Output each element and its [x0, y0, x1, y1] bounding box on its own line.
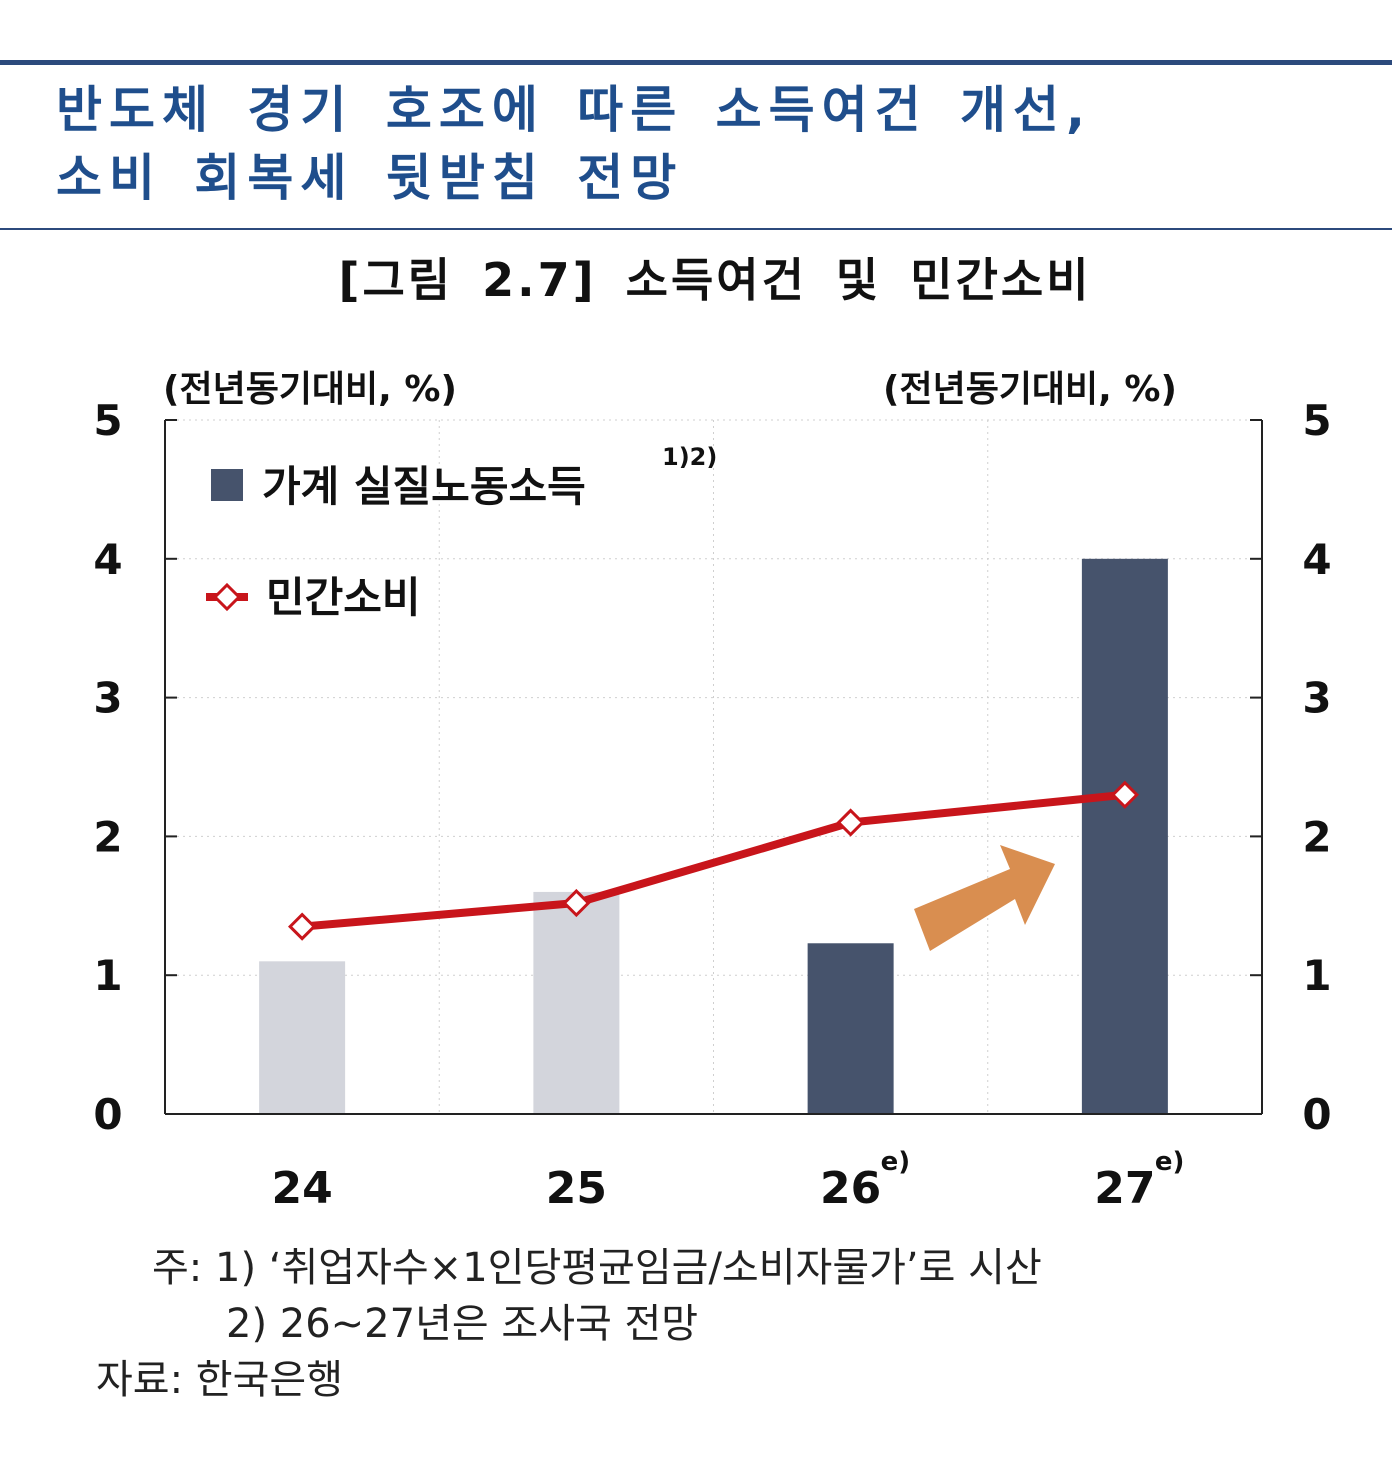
left-tick-label: 3 [93, 674, 122, 723]
left-tick-label: 0 [93, 1090, 122, 1139]
legend-bar-label: 가계 실질노동소득 [262, 462, 586, 511]
x-tick-label-24: 24 [272, 1163, 333, 1214]
legend-line-label: 민간소비 [266, 573, 421, 622]
right-tick-label: 0 [1302, 1090, 1331, 1139]
note-1: 주: 1) ‘취업자수×1인당평균임금/소비자물가’로 시산 [152, 1245, 1042, 1291]
left-tick-label: 1 [93, 951, 122, 1000]
left-tick-label: 4 [93, 535, 122, 584]
x-tick-label-26: 26 [820, 1163, 881, 1214]
consumption-point-26 [836, 808, 865, 837]
right-tick-label: 2 [1302, 812, 1331, 861]
source-note: 자료: 한국은행 [96, 1357, 343, 1403]
consumption-line [301, 790, 1126, 931]
consumption-point-24 [288, 912, 317, 941]
legend-bar-superscript: 1)2) [662, 443, 717, 471]
consumption-point-25 [562, 888, 591, 918]
x-tick-label-25: 25 [546, 1163, 607, 1214]
left-tick-label: 5 [93, 396, 122, 445]
bar-24 [259, 961, 346, 1114]
bottom-rule [0, 228, 1392, 230]
left-tick-label: 2 [93, 812, 122, 861]
x-tick-superscript-26: e) [881, 1147, 911, 1177]
top-rule [0, 60, 1392, 65]
right-tick-label: 1 [1302, 951, 1331, 1000]
bar-25 [533, 891, 620, 1114]
right-tick-label: 5 [1302, 396, 1331, 445]
headline: 반도체 경기 호조에 따른 소득여건 개선, 소비 회복세 뒷받침 전망 [56, 76, 1376, 212]
consumption-point-27 [1110, 780, 1139, 809]
x-tick-label-27: 27 [1094, 1163, 1155, 1214]
notes: 주: 1) ‘취업자수×1인당평균임금/소비자물가’로 시산 2) 26~27년… [96, 1240, 1042, 1408]
bar-27 [1081, 558, 1168, 1114]
note-2: 2) 26~27년은 조사국 전망 [226, 1301, 699, 1347]
legend-diamond-icon [212, 582, 242, 612]
right-tick-label: 3 [1302, 674, 1331, 723]
x-tick-superscript-27: e) [1155, 1147, 1185, 1177]
trend-arrow [914, 845, 1055, 951]
legend-bar-swatch [211, 469, 243, 501]
headline-line-1: 반도체 경기 호조에 따른 소득여건 개선, [56, 81, 1093, 139]
bar-26 [807, 943, 894, 1114]
right-tick-label: 4 [1302, 535, 1331, 584]
right-axis-unit-label: (전년동기대비, %) [883, 369, 1177, 410]
figure-title: [그림 2.7] 소득여건 및 민간소비 [338, 253, 1092, 307]
left-axis-unit-label: (전년동기대비, %) [163, 369, 457, 410]
headline-line-2: 소비 회복세 뒷받침 전망 [56, 149, 684, 207]
